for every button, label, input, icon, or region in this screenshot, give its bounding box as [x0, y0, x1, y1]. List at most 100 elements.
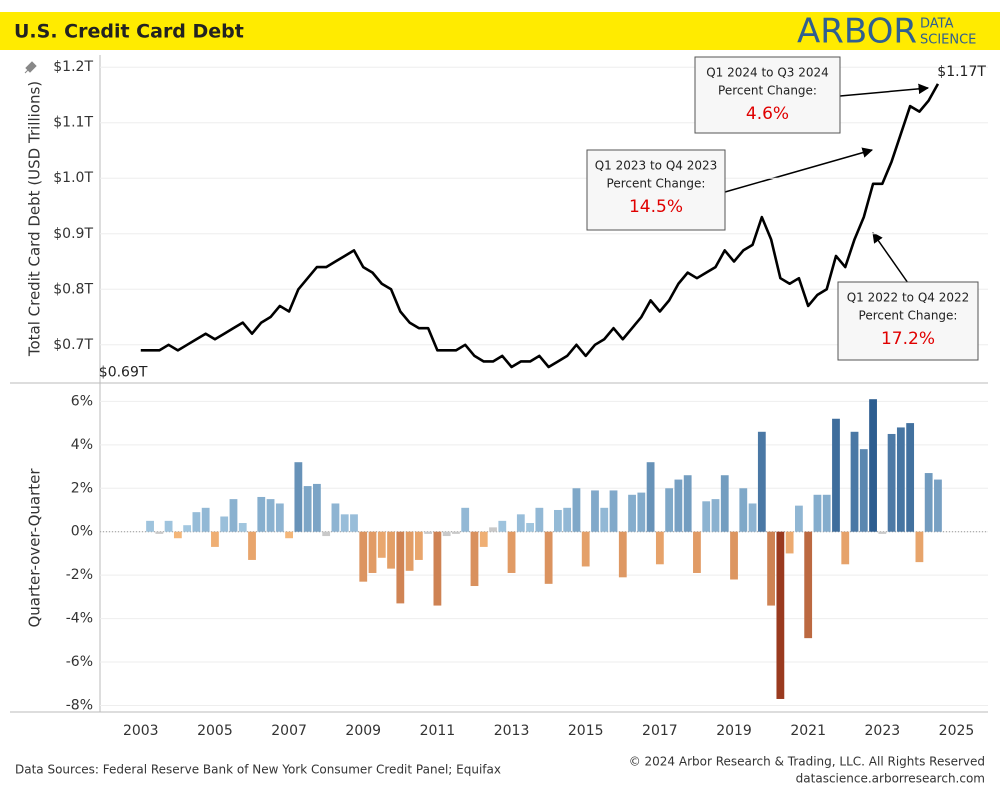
y-tick-label: $0.9T [53, 226, 93, 242]
bar [646, 462, 655, 532]
bar [322, 531, 331, 537]
bar [220, 516, 229, 532]
header-title: U.S. Credit Card Debt [14, 21, 244, 43]
bar [730, 531, 738, 580]
y-tick-label: 4% [71, 437, 93, 453]
bar [841, 531, 850, 565]
y-axis-title: Quarter-over-Quarter [26, 468, 44, 628]
callout-box [586, 149, 726, 231]
bar [238, 523, 247, 532]
bar [563, 507, 572, 532]
bar [424, 531, 433, 534]
logo-sub: SCIENCE [920, 33, 976, 48]
arrow [839, 83, 930, 97]
bar [146, 520, 154, 532]
bar [776, 531, 785, 699]
bar [498, 520, 507, 532]
bar [526, 523, 534, 532]
bar [609, 490, 618, 532]
bar [924, 473, 933, 532]
bar [591, 490, 599, 532]
callout-box [837, 281, 979, 361]
bar [507, 531, 516, 573]
bar [795, 505, 803, 532]
y-axis-title: Total Credit Card Debt (USD Trillions) [26, 81, 44, 357]
bar [804, 531, 813, 639]
arrow [872, 232, 909, 284]
bar [600, 507, 609, 532]
bar [637, 492, 646, 532]
bar [340, 514, 349, 532]
bar [173, 531, 182, 539]
callout-text: Percent Change: [607, 177, 706, 191]
x-tick-label: 2013 [494, 723, 530, 739]
bar [405, 531, 414, 571]
bar [164, 520, 173, 532]
callout-text: Q1 2022 to Q4 2022 [847, 291, 970, 305]
bar [693, 531, 701, 573]
bar [544, 531, 553, 584]
bar [581, 531, 590, 567]
bar [257, 496, 266, 532]
y-tick-label: $1.0T [53, 170, 93, 186]
y-tick-label: 0% [71, 524, 93, 540]
callout-value: 4.6% [746, 104, 789, 124]
x-tick-label: 2015 [568, 723, 604, 739]
y-tick-label: $1.2T [53, 59, 93, 75]
bar [720, 475, 729, 532]
bar [896, 427, 905, 532]
callout-box [694, 56, 841, 134]
bar [377, 531, 386, 558]
x-tick-label: 2025 [939, 723, 975, 739]
x-tick-label: 2011 [420, 723, 456, 739]
y-tick-label: -6% [66, 654, 93, 670]
bar [554, 509, 562, 532]
bar [785, 531, 794, 554]
bar [350, 514, 358, 532]
bar [906, 423, 915, 532]
bar [757, 431, 766, 532]
bar [767, 531, 775, 606]
bar [702, 501, 711, 532]
x-tick-label: 2023 [865, 723, 901, 739]
header-bar [0, 12, 1000, 50]
bar [739, 488, 748, 532]
bar [248, 531, 256, 560]
x-tick-label: 2003 [123, 723, 159, 739]
bar [201, 507, 210, 532]
bar [535, 507, 544, 532]
bar [859, 449, 868, 532]
bar [832, 418, 840, 532]
bar [452, 531, 460, 534]
bar [516, 514, 525, 532]
callout-value: 14.5% [629, 197, 683, 217]
bar [822, 494, 831, 532]
bar [850, 431, 859, 532]
bar [628, 494, 636, 532]
x-tick-label: 2005 [197, 723, 233, 739]
callout-text: Percent Change: [859, 309, 958, 323]
bar [229, 499, 238, 532]
bar [183, 525, 192, 532]
bar [813, 494, 822, 532]
bar [414, 531, 423, 560]
logo-sub: DATA [920, 17, 954, 32]
x-tick-label: 2009 [345, 723, 381, 739]
footer-url: datascience.arborresearch.com [796, 772, 985, 786]
bar [433, 531, 442, 606]
x-tick-label: 2021 [790, 723, 826, 739]
callout-text: Q1 2024 to Q3 2024 [706, 66, 829, 80]
line [140, 83, 940, 369]
bar [887, 433, 896, 532]
bar [285, 531, 293, 539]
x-tick-label: 2007 [271, 723, 307, 739]
bar [368, 531, 377, 573]
logo-main: ARBOR [797, 12, 917, 52]
y-tick-label: -2% [66, 567, 93, 583]
callout-text: Q1 2023 to Q4 2023 [595, 159, 718, 173]
bar [275, 503, 284, 532]
bar [192, 512, 201, 532]
bar [748, 503, 757, 532]
